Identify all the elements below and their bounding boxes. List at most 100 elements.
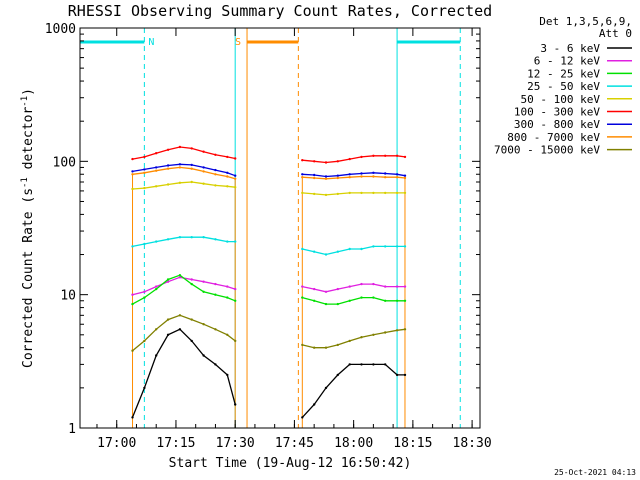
series-5-point-1-5 bbox=[360, 155, 363, 159]
series-0-point-0-9 bbox=[234, 403, 237, 406]
series-7-point-1-0 bbox=[301, 176, 304, 179]
series-4-point-0-9 bbox=[234, 186, 237, 189]
series-8-point-1-1 bbox=[313, 346, 316, 349]
series-0-point-1-7 bbox=[384, 363, 387, 366]
series-2-segment-1 bbox=[302, 296, 405, 305]
series-7-point-1-8 bbox=[395, 176, 399, 179]
series-5-point-1-1 bbox=[313, 160, 316, 163]
series-7-point-1-7 bbox=[384, 176, 387, 179]
series-3-point-0-7 bbox=[214, 238, 217, 241]
x-tick-label-3: 17:45 bbox=[275, 436, 314, 451]
series-7-point-1-2 bbox=[324, 177, 328, 180]
chart-title: RHESSI Observing Summary Count Rates, Co… bbox=[68, 2, 492, 20]
series-0-point-0-0 bbox=[131, 416, 134, 419]
y-axis-label-sup1: -1 bbox=[20, 177, 30, 188]
series-4-point-0-7 bbox=[214, 184, 217, 187]
series-2-point-1-7 bbox=[384, 299, 387, 302]
series-2-point-0-1 bbox=[143, 296, 146, 299]
series-1-point-0-4 bbox=[178, 276, 182, 279]
legend-label-3: 25 - 50 keV bbox=[527, 80, 600, 93]
series-5-point-1-7 bbox=[384, 154, 387, 157]
y-tick-label-3: 1000 bbox=[45, 22, 76, 37]
series-6-point-1-2 bbox=[324, 175, 328, 178]
y-tick-label-1: 10 bbox=[60, 289, 76, 304]
series-8-point-1-0 bbox=[301, 343, 304, 347]
series-6-point-1-6 bbox=[372, 171, 375, 174]
series-6-point-0-2 bbox=[155, 166, 158, 169]
series-3-point-0-6 bbox=[202, 236, 205, 239]
series-5-segment-0 bbox=[132, 146, 236, 160]
series-3-point-0-4 bbox=[178, 236, 182, 239]
series-1-point-1-0 bbox=[301, 285, 304, 288]
series-5-point-1-9 bbox=[403, 155, 407, 159]
series-1-segment-1 bbox=[302, 283, 405, 293]
series-6-point-0-3 bbox=[166, 164, 170, 167]
series-4-point-0-2 bbox=[155, 185, 158, 188]
series-3-point-1-8 bbox=[395, 245, 399, 248]
series-7-point-0-9 bbox=[234, 177, 237, 180]
series-3-point-0-5 bbox=[190, 236, 193, 239]
series-5-point-0-1 bbox=[143, 155, 146, 159]
series-8-point-1-9 bbox=[403, 328, 407, 331]
series-8-point-0-8 bbox=[226, 333, 229, 336]
x-tick-label-4: 18:00 bbox=[334, 436, 373, 451]
marker-label-S: S bbox=[235, 37, 241, 48]
series-3-point-1-2 bbox=[324, 253, 328, 256]
series-2-point-0-0 bbox=[131, 302, 134, 306]
series-6-point-0-4 bbox=[178, 163, 182, 166]
series-6-segment-1 bbox=[302, 172, 406, 178]
legend-label-5: 100 - 300 keV bbox=[514, 106, 600, 119]
series-6-point-0-7 bbox=[214, 168, 217, 172]
series-7-point-1-1 bbox=[313, 176, 316, 180]
series-4-point-1-2 bbox=[324, 193, 328, 197]
series-1-point-1-9 bbox=[403, 285, 407, 288]
legend-label-0: 3 - 6 keV bbox=[540, 42, 600, 55]
series-5-point-1-0 bbox=[301, 159, 304, 162]
series-4-point-0-6 bbox=[202, 182, 205, 185]
y-axis-label: Corrected Count Rate (s-1 detector-1) bbox=[20, 88, 36, 368]
series-6-point-1-4 bbox=[348, 173, 351, 176]
series-1-point-0-6 bbox=[202, 280, 205, 283]
series-3-point-0-1 bbox=[143, 242, 146, 246]
x-tick-label-5: 18:15 bbox=[393, 436, 432, 451]
series-7-point-1-4 bbox=[348, 176, 351, 179]
series-0-point-0-7 bbox=[214, 363, 217, 366]
series-7-point-1-9 bbox=[403, 176, 407, 180]
series-4-point-0-8 bbox=[226, 185, 229, 188]
series-1-point-0-5 bbox=[190, 278, 193, 281]
legend-label-2: 12 - 25 keV bbox=[527, 67, 600, 80]
x-tick-label-1: 17:15 bbox=[156, 436, 195, 451]
series-3-point-0-0 bbox=[131, 245, 134, 248]
series-3-segment-0 bbox=[132, 236, 236, 248]
y-axis-label-mid: detector bbox=[21, 107, 36, 178]
series-8-point-1-3 bbox=[336, 343, 339, 347]
series-5-point-0-9 bbox=[234, 157, 237, 160]
series-1-point-0-1 bbox=[143, 290, 146, 293]
series-7-point-0-7 bbox=[214, 173, 217, 176]
series-3-point-1-4 bbox=[348, 247, 351, 251]
plot-frame bbox=[79, 27, 481, 429]
series-1-point-1-1 bbox=[313, 287, 316, 291]
series-5-point-1-8 bbox=[395, 154, 399, 157]
series-2-point-0-5 bbox=[190, 282, 193, 286]
series-0-point-1-8 bbox=[395, 373, 399, 377]
series-0-segment-0 bbox=[131, 328, 236, 418]
series-0-segment-1 bbox=[301, 363, 405, 418]
series-1-point-0-7 bbox=[214, 282, 217, 286]
series-4-segment-1 bbox=[302, 192, 405, 196]
series-1-point-1-5 bbox=[360, 282, 363, 286]
series-1-point-1-6 bbox=[372, 282, 375, 286]
series-5-point-1-2 bbox=[324, 161, 328, 164]
series-5-point-0-7 bbox=[214, 153, 217, 156]
series-8-point-1-6 bbox=[372, 333, 375, 336]
series-0-point-1-2 bbox=[324, 386, 328, 390]
series-6-point-0-9 bbox=[234, 174, 237, 177]
series-5-point-0-2 bbox=[155, 152, 158, 155]
y-axis: 1 10 100 1000 bbox=[45, 22, 480, 437]
series-0-point-0-6 bbox=[202, 354, 205, 357]
series-4-point-1-7 bbox=[384, 191, 387, 195]
series-4-point-0-4 bbox=[178, 181, 182, 184]
series-7-segment-0 bbox=[132, 166, 236, 180]
series-7-point-0-6 bbox=[202, 170, 205, 173]
series-6-point-0-6 bbox=[202, 166, 205, 169]
